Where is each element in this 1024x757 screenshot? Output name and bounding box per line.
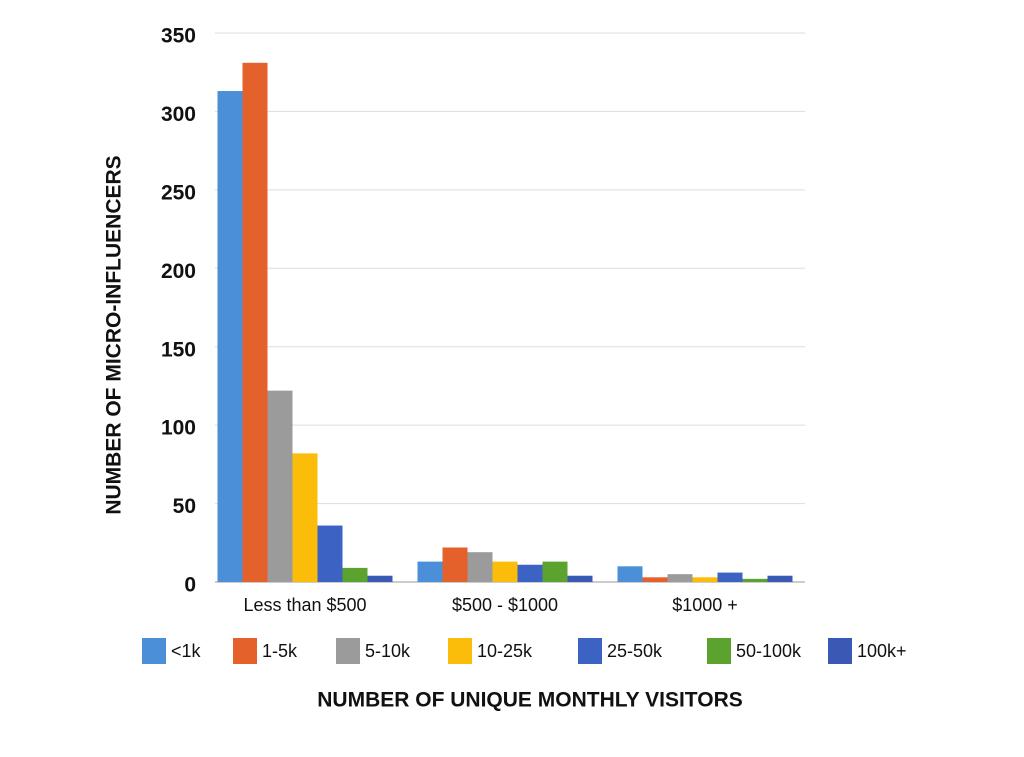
bar	[292, 453, 318, 582]
bar	[567, 575, 593, 582]
y-tick-label: 100	[161, 417, 196, 440]
legend-label: <1k	[171, 641, 202, 661]
bar	[342, 567, 368, 582]
y-tick-label: 200	[161, 260, 196, 283]
bar	[617, 566, 643, 582]
bar	[467, 552, 493, 582]
y-tick-label: 0	[184, 574, 196, 597]
bar	[667, 574, 693, 582]
legend-swatch	[448, 638, 472, 664]
legend-swatch	[142, 638, 166, 664]
bar	[492, 561, 518, 582]
legend-swatch	[707, 638, 731, 664]
bar	[217, 91, 243, 582]
x-tick-label: $500 - $1000	[452, 595, 558, 615]
legend-label: 10-25k	[477, 641, 533, 661]
x-axis-title: NUMBER OF UNIQUE MONTHLY VISITORS	[317, 689, 743, 712]
bar	[542, 561, 568, 582]
y-axis-title: NUMBER OF MICRO-INFLUENCERS	[103, 155, 126, 514]
y-tick-label: 300	[161, 103, 196, 126]
legend-label: 25-50k	[607, 641, 663, 661]
y-tick-label: 150	[161, 338, 196, 361]
bar	[442, 547, 468, 582]
bar	[317, 525, 343, 582]
legend-swatch	[336, 638, 360, 664]
bar	[517, 564, 543, 582]
bar	[692, 577, 718, 582]
legend-swatch	[578, 638, 602, 664]
bar	[717, 572, 743, 582]
legend-swatch	[233, 638, 257, 664]
bar	[642, 577, 668, 582]
bar	[242, 62, 268, 582]
x-tick-label: Less than $500	[243, 595, 366, 615]
legend-label: 5-10k	[365, 641, 411, 661]
legend-label: 50-100k	[736, 641, 802, 661]
legend-label: 1-5k	[262, 641, 298, 661]
bar	[267, 390, 293, 582]
bar	[417, 561, 443, 582]
bar	[767, 575, 793, 582]
legend-label: 100k+	[857, 641, 907, 661]
legend-swatch	[828, 638, 852, 664]
bar	[367, 575, 393, 582]
bar	[742, 578, 768, 582]
y-tick-label: 250	[161, 181, 196, 204]
y-tick-label: 350	[161, 25, 196, 48]
y-tick-label: 50	[173, 495, 196, 518]
x-tick-label: $1000 +	[672, 595, 738, 615]
